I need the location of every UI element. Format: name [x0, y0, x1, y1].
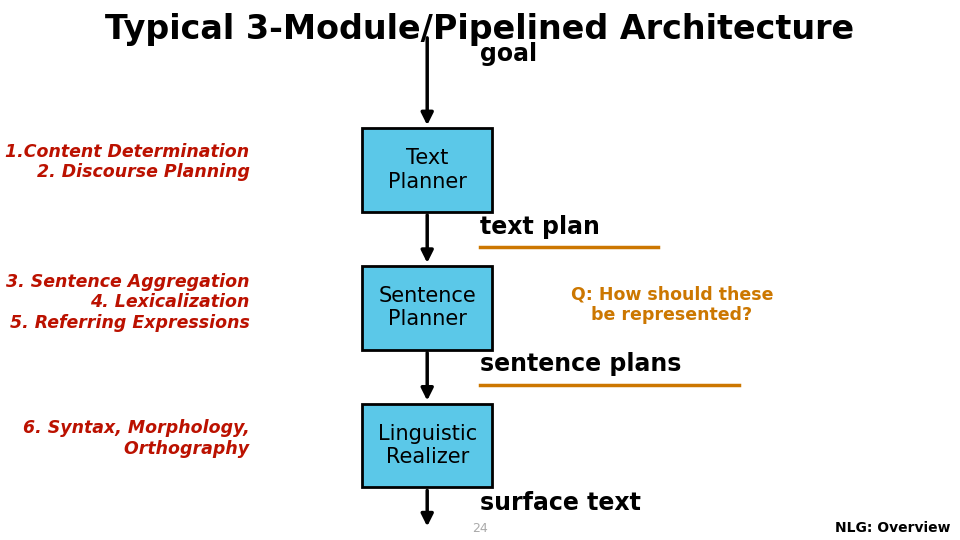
Text: Text
Planner: Text Planner — [388, 148, 467, 192]
FancyBboxPatch shape — [362, 266, 492, 350]
Text: Typical 3-Module/Pipelined Architecture: Typical 3-Module/Pipelined Architecture — [106, 14, 854, 46]
Text: goal: goal — [480, 42, 538, 66]
Text: surface text: surface text — [480, 491, 641, 515]
FancyBboxPatch shape — [362, 128, 492, 212]
Text: Sentence
Planner: Sentence Planner — [378, 286, 476, 329]
Text: sentence plans: sentence plans — [480, 353, 682, 376]
Text: 24: 24 — [472, 522, 488, 535]
FancyBboxPatch shape — [362, 404, 492, 487]
Text: 6. Syntax, Morphology,
    Orthography: 6. Syntax, Morphology, Orthography — [23, 419, 250, 458]
Text: text plan: text plan — [480, 215, 600, 239]
Text: 3. Sentence Aggregation
4. Lexicalization
5. Referring Expressions: 3. Sentence Aggregation 4. Lexicalizatio… — [6, 273, 250, 332]
Text: 1.Content Determination
2. Discourse Planning: 1.Content Determination 2. Discourse Pla… — [6, 143, 250, 181]
Text: NLG: Overview: NLG: Overview — [835, 521, 950, 535]
Text: Linguistic
Realizer: Linguistic Realizer — [377, 424, 477, 467]
Text: Q: How should these
be represented?: Q: How should these be represented? — [571, 286, 773, 325]
